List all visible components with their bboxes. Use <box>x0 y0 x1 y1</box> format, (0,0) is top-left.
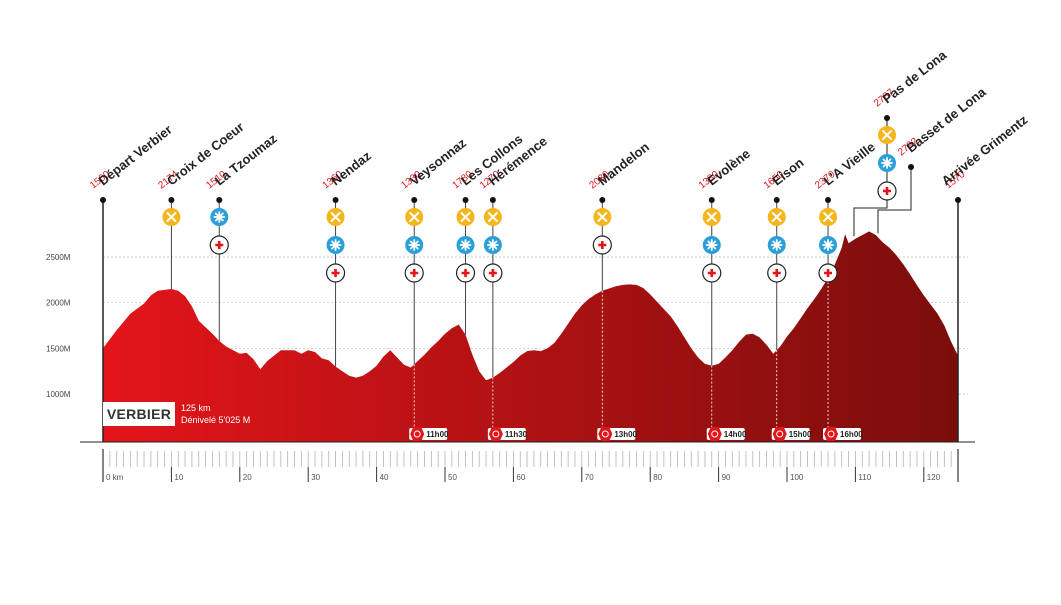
race-name-box: VERBIER <box>103 402 175 426</box>
checkpoint-line <box>877 167 912 234</box>
x-tick-label: 110 <box>858 473 871 482</box>
x-tick-label: 50 <box>448 473 457 482</box>
checkpoint-name: L'A Vieille <box>821 139 878 188</box>
cutoff-badge: 13h00 <box>597 427 638 441</box>
checkpoint-dot <box>908 164 914 170</box>
checkpoint-dot <box>100 197 106 203</box>
checkpoint-name: Nendaz <box>328 148 374 189</box>
checkpoint-dot <box>411 197 418 203</box>
clock-icon <box>772 427 787 441</box>
cutoff-badge: 16h00 <box>823 427 863 441</box>
y-tick-label: 2500M <box>46 253 71 262</box>
checkpoint-dot <box>773 197 780 203</box>
x-axis: 0 km 10 20 30 40 50 60 70 80 90 100 110 120 <box>80 441 975 482</box>
clock-icon <box>707 427 722 441</box>
y-tick-label: 1000M <box>46 390 71 399</box>
checkpoint-name: Basset de Lona <box>904 84 990 155</box>
cutoff-badge: 11h00 <box>409 427 449 441</box>
checkpoint-dot <box>462 197 469 203</box>
x-tick-label: 100 <box>790 473 804 482</box>
cutoff-time: 14h00 <box>724 430 747 439</box>
checkpoint-name: Pas de Lona <box>880 47 950 106</box>
checkpoint-dot <box>955 197 961 203</box>
cutoff-lines <box>413 278 829 432</box>
race-info: 125 km Dénivelé 5'025 M <box>181 402 250 426</box>
x-tick-label: 60 <box>516 473 525 482</box>
checkpoint-dot <box>332 197 339 203</box>
checkpoint-dot <box>708 197 715 203</box>
x-tick-label: 20 <box>243 473 252 482</box>
y-tick-label: 1500M <box>46 344 71 353</box>
cutoff-time: 11h30 <box>505 430 528 439</box>
x-tick-label: 70 <box>585 473 594 482</box>
cutoff-time: 16h00 <box>840 430 863 439</box>
x-tick-label: 120 <box>927 473 941 482</box>
checkpoint-dot <box>216 197 223 203</box>
x-tick-label: 80 <box>653 473 662 482</box>
x-tick-label: 30 <box>311 473 320 482</box>
x-tick-label: 10 <box>174 473 183 482</box>
checkpoint-name: Mandelon <box>595 139 652 188</box>
clock-icon <box>488 427 503 441</box>
clock-icon <box>598 427 613 441</box>
cutoff-time: 11h00 <box>426 430 449 439</box>
y-axis: 1000M 1500M 2000M 2500M <box>46 253 71 399</box>
cutoff-badge: 15h00 <box>771 427 812 441</box>
clock-icon <box>410 427 425 441</box>
x-tick-label: 40 <box>380 473 389 482</box>
cutoff-badge: 14h00 <box>706 427 747 441</box>
checkpoint-dot <box>168 197 175 203</box>
checkpoint-name: Evolène <box>704 146 753 189</box>
cutoff-badges: 11h00 11h30 13h00 14h00 15h00 16h00 <box>409 427 863 441</box>
checkpoint-dot <box>489 197 496 203</box>
checkpoint-dot <box>884 115 890 121</box>
checkpoint-dot <box>825 197 832 203</box>
race-name: VERBIER <box>106 406 172 422</box>
elevation-profile-area <box>103 231 958 442</box>
y-tick-label: 2000M <box>46 299 71 308</box>
checkpoint-name: Eison <box>769 155 806 189</box>
clock-icon <box>824 427 839 441</box>
race-distance: 125 km <box>181 403 211 413</box>
cutoff-badge: 11h30 <box>487 427 528 441</box>
race-elevation-gain: Dénivelé 5'025 M <box>181 415 251 425</box>
x-tick-label: 90 <box>722 473 731 482</box>
cutoff-time: 13h00 <box>614 430 637 439</box>
cutoff-time: 15h00 <box>789 430 812 439</box>
checkpoint-dot <box>599 197 606 203</box>
x-tick-label: 0 km <box>106 473 124 482</box>
